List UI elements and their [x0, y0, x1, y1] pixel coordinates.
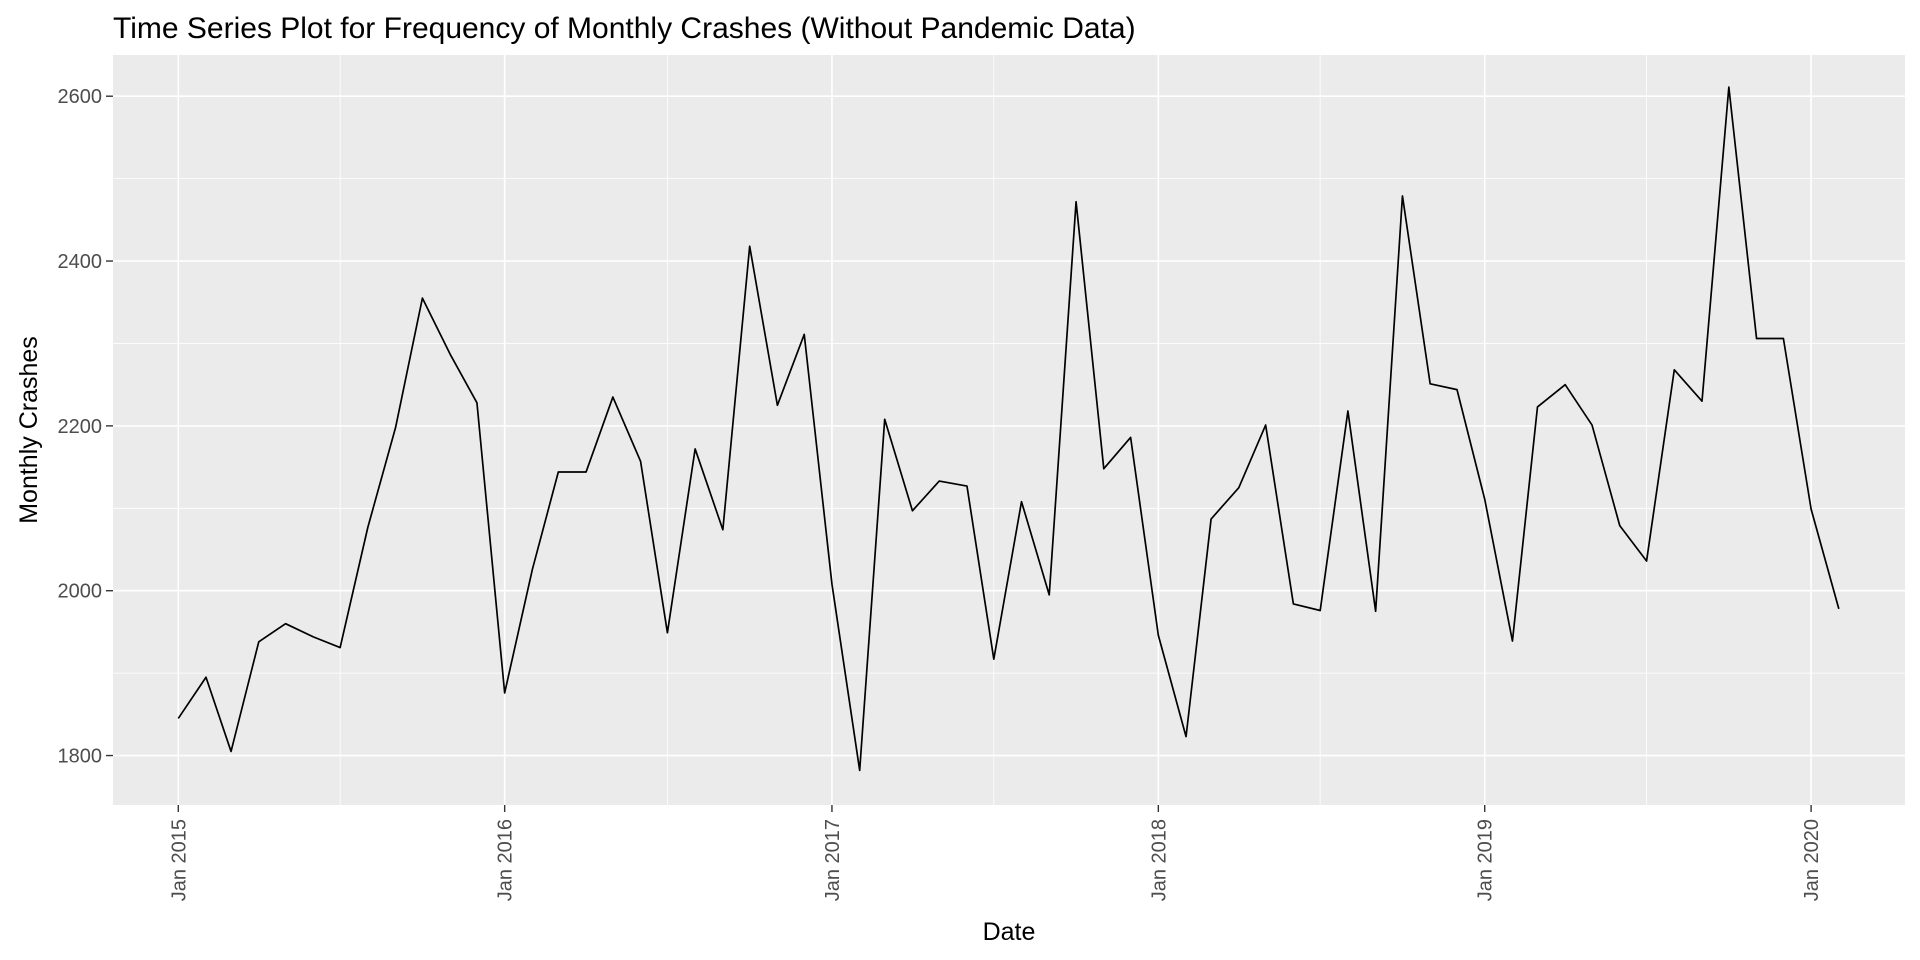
x-axis-title: Date	[983, 918, 1036, 946]
x-tick-label: Jan 2020	[1801, 819, 1823, 901]
y-axis-title: Monthly Crashes	[15, 336, 43, 524]
y-tick-label: 2400	[58, 251, 103, 273]
chart-title: Time Series Plot for Frequency of Monthl…	[113, 12, 1136, 45]
x-tick-label: Jan 2017	[822, 819, 844, 901]
y-tick-label: 2600	[58, 86, 103, 108]
x-axis: Jan 2015 Jan 2016 Jan 2017 Jan 2018 Jan 2019…	[168, 805, 1823, 901]
x-tick-label: Jan 2019	[1475, 819, 1497, 901]
y-tick-label: 2200	[58, 416, 103, 438]
plot-panel	[113, 55, 1905, 805]
minor-gridlines	[113, 55, 1905, 805]
series-layer	[177, 86, 1840, 772]
major-gridlines	[113, 55, 1905, 805]
y-axis: 1800 2000 2200 2400 2600	[58, 86, 113, 768]
series-line-0	[177, 86, 1840, 772]
y-tick-label: 1800	[58, 746, 103, 768]
x-tick-label: Jan 2016	[495, 819, 517, 901]
y-tick-label: 2000	[58, 581, 103, 603]
x-tick-label: Jan 2018	[1148, 819, 1170, 901]
x-tick-label: Jan 2015	[168, 819, 190, 901]
